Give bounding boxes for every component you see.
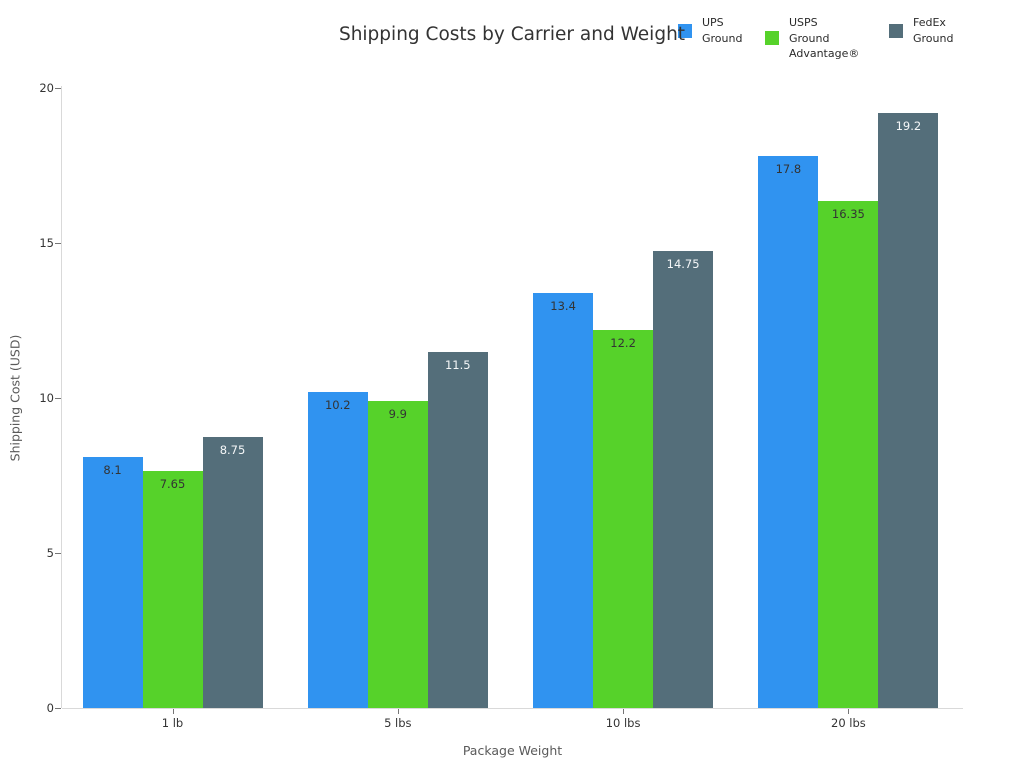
bar	[427, 351, 488, 708]
bar-value-label: 14.75	[666, 256, 700, 271]
legend-swatch-icon	[889, 23, 903, 38]
x-tick-label: 5 lbs	[384, 716, 412, 730]
bar-value-label: 7.65	[159, 476, 186, 491]
bar-value-label: 9.9	[388, 407, 407, 422]
chart-title: Shipping Costs by Carrier and Weight	[338, 24, 686, 45]
bar	[307, 391, 368, 708]
x-tick-mark	[848, 709, 850, 714]
bar-value-label: 19.2	[895, 118, 922, 133]
legend-item: UPS Ground	[678, 15, 742, 46]
bar-value-label: 8.1	[103, 462, 122, 477]
x-tick-mark	[623, 709, 625, 714]
bar-value-label: 10.2	[324, 397, 351, 412]
legend-label: UPS Ground	[702, 16, 743, 45]
y-tick-mark	[55, 398, 61, 399]
bar-value-label: 8.75	[219, 442, 246, 457]
x-tick-label: 1 lb	[161, 716, 184, 730]
legend-item: FedEx Ground	[889, 15, 953, 46]
bar	[367, 401, 428, 708]
y-tick-label: 20	[39, 81, 54, 95]
y-tick-mark	[55, 88, 61, 89]
y-tick-label: 10	[39, 391, 54, 405]
bar-value-label: 12.2	[610, 335, 636, 350]
legend-item: USPS Ground Advantage®	[765, 15, 859, 62]
bar	[82, 456, 143, 708]
y-tick-label: 15	[39, 236, 54, 250]
bar	[818, 201, 879, 708]
y-tick-mark	[55, 708, 61, 709]
legend-swatch-icon	[678, 23, 692, 38]
legend-swatch-icon	[765, 31, 779, 46]
x-tick-mark	[397, 709, 399, 714]
bar	[653, 250, 714, 708]
y-tick-label: 5	[46, 546, 54, 560]
y-tick-label: 0	[46, 701, 54, 715]
x-axis-label: Package Weight	[462, 743, 563, 758]
legend-label: FedEx Ground	[913, 16, 954, 45]
bar-value-label: 17.8	[775, 162, 802, 177]
x-axis-line	[62, 708, 963, 709]
bar	[878, 112, 939, 708]
bar	[142, 470, 203, 708]
bar	[758, 156, 819, 708]
x-tick-mark	[172, 709, 174, 714]
x-tick-label: 10 lbs	[605, 716, 641, 730]
y-axis-line	[61, 86, 62, 708]
y-tick-mark	[55, 243, 61, 244]
bar	[202, 436, 263, 708]
legend-label: USPS Ground Advantage®	[789, 16, 860, 60]
y-tick-mark	[55, 553, 61, 554]
x-tick-label: 20 lbs	[831, 716, 866, 730]
bar	[593, 329, 654, 708]
bar	[533, 292, 594, 708]
bar-value-label: 16.35	[831, 207, 865, 222]
bar-value-label: 13.4	[550, 298, 576, 313]
bar-value-label: 11.5	[444, 357, 471, 372]
